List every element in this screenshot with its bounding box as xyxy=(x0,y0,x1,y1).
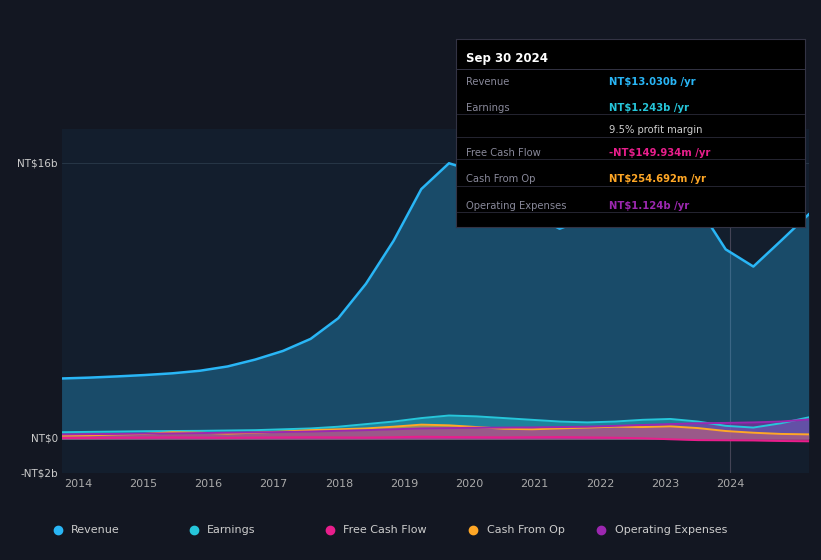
Text: Free Cash Flow: Free Cash Flow xyxy=(343,525,427,535)
Text: Revenue: Revenue xyxy=(71,525,120,535)
Text: Cash From Op: Cash From Op xyxy=(487,525,565,535)
Text: NT$254.692m /yr: NT$254.692m /yr xyxy=(609,174,706,184)
Text: NT$1.243b /yr: NT$1.243b /yr xyxy=(609,103,689,113)
Text: 9.5% profit margin: 9.5% profit margin xyxy=(609,125,703,136)
Text: Revenue: Revenue xyxy=(466,77,510,87)
Text: NT$1.124b /yr: NT$1.124b /yr xyxy=(609,200,690,211)
Text: Operating Expenses: Operating Expenses xyxy=(615,525,727,535)
Text: Earnings: Earnings xyxy=(207,525,255,535)
Text: Operating Expenses: Operating Expenses xyxy=(466,200,566,211)
Text: Free Cash Flow: Free Cash Flow xyxy=(466,148,541,158)
Text: Cash From Op: Cash From Op xyxy=(466,174,535,184)
Text: Sep 30 2024: Sep 30 2024 xyxy=(466,52,548,66)
Text: -NT$149.934m /yr: -NT$149.934m /yr xyxy=(609,148,710,158)
Text: -NT$2b: -NT$2b xyxy=(21,468,57,478)
Text: NT$0: NT$0 xyxy=(30,434,57,444)
Text: NT$13.030b /yr: NT$13.030b /yr xyxy=(609,77,696,87)
Text: Earnings: Earnings xyxy=(466,103,510,113)
Text: NT$16b: NT$16b xyxy=(17,158,57,168)
